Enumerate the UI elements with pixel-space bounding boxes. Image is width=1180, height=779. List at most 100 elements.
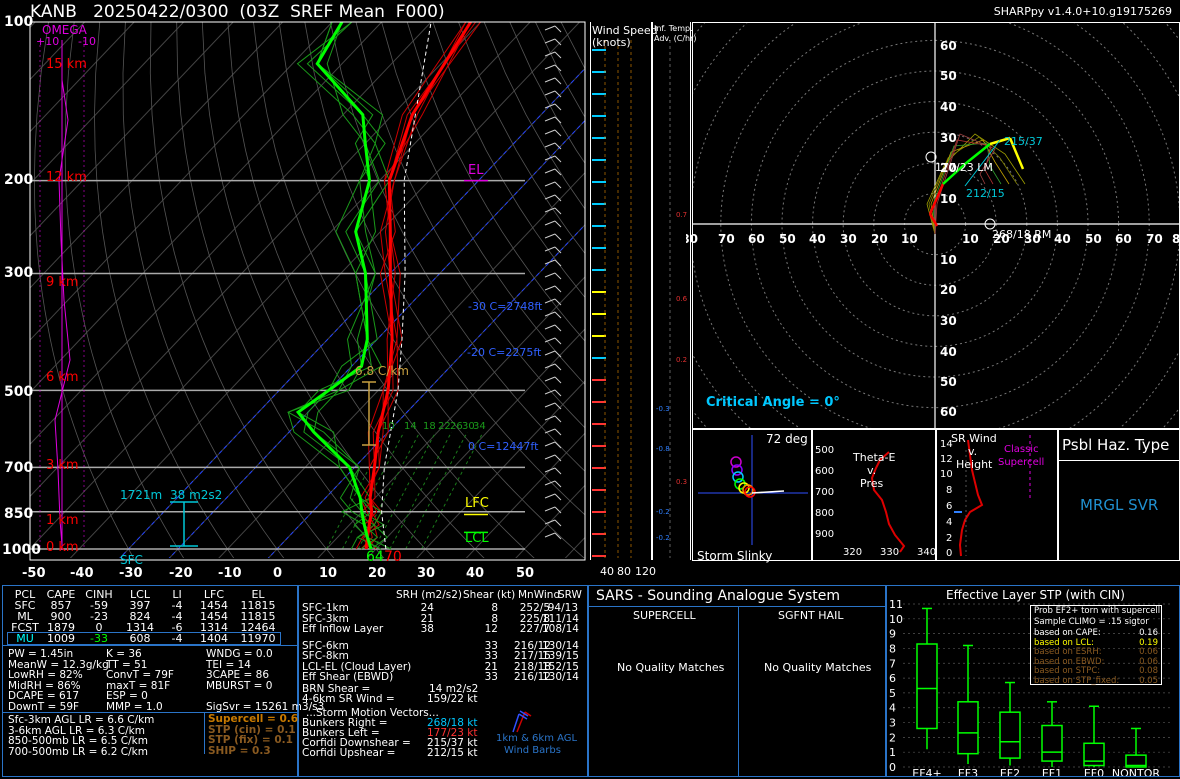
- isotherm-line: [30, 22, 482, 498]
- wind-barb-flag: [554, 116, 562, 124]
- srw-height-tick: 6: [946, 501, 953, 512]
- kinematics-cell: 218/18: [514, 660, 551, 673]
- wind-barb: [544, 428, 556, 434]
- kinematics-cell: 225/8: [519, 612, 550, 625]
- wind-barb: [544, 298, 556, 304]
- pressure-label-1000: 1000: [2, 542, 41, 558]
- kinematics-cell: SFC-1km: [302, 602, 349, 614]
- hodo-mean-line: [1008, 137, 1025, 170]
- temp-tick: 30: [417, 566, 436, 581]
- parcel-cell: 1314: [200, 621, 228, 634]
- lcl-label: LCL: [465, 531, 489, 546]
- kinematics-cell: 33: [484, 639, 498, 652]
- hodo-member-trace: [934, 133, 996, 235]
- dewpoint-member-line: [287, 22, 386, 550]
- bunkers-left-label: Bunkers Left =: [302, 727, 380, 739]
- dry-adiabat: [201, 22, 435, 558]
- index-pw: PW = 1.45in: [8, 648, 74, 660]
- parcel-cell: 1314: [126, 621, 154, 634]
- parcel-header: LI: [172, 588, 182, 601]
- kinematics-cell: 108/14: [542, 623, 579, 635]
- mixing-ratio-line: [341, 431, 405, 550]
- lapse-rate-label: 6.8 C/km: [355, 364, 409, 378]
- hodo-ring-label: 20: [940, 161, 957, 175]
- wind-barb-flag: [554, 532, 562, 540]
- kinematics-cell: 21: [420, 612, 434, 625]
- temp-tick: -10: [218, 566, 242, 581]
- hodo-mean-line: [989, 136, 1011, 146]
- critical-angle: Critical Angle = 0°: [706, 395, 840, 410]
- parcel-cell: 12464: [240, 621, 276, 634]
- lapse-rate-700500: 700-500mb LR = 6.2 C/km: [8, 745, 148, 758]
- mixing-ratio-label: 22: [438, 421, 451, 432]
- parcel-header: LCL: [130, 588, 150, 601]
- wind-barb: [544, 402, 556, 408]
- wind-barb: [544, 324, 556, 330]
- hodo-ring-label: 60: [940, 39, 957, 53]
- wind-barb-flag: [554, 337, 562, 345]
- brn-shear-value: 14 m2/s2: [429, 683, 479, 695]
- sr-wind-line: [958, 439, 984, 557]
- wind-barb-flag: [554, 454, 562, 462]
- parcel-cell: MU: [16, 632, 34, 645]
- composite-supercell: Supercell = 0.6: [208, 713, 299, 725]
- stp-legend-value: 0.08: [1139, 666, 1158, 676]
- el-label: EL: [468, 163, 484, 178]
- wind-speed-title: Wind Speed: [592, 24, 658, 37]
- wind-barb: [544, 246, 556, 252]
- bunkers-right-label: Bunkers Right =: [302, 717, 388, 729]
- index-convt: ConvT = 79F: [106, 669, 174, 681]
- hodo-ring-label: 30: [940, 131, 957, 145]
- temp-tick: 20: [368, 566, 387, 581]
- wind-barb-flag: [554, 64, 562, 72]
- highlight-isotherm: [168, 119, 585, 558]
- storm-slinky-deg: 72 deg: [766, 432, 808, 446]
- theta-e-title-pres: Pres: [860, 477, 884, 490]
- storm-motion-title: ...Storm Motion Vectors...: [306, 707, 439, 719]
- kinematics-cell: 130/14: [542, 639, 579, 652]
- parcel-cell: -4: [171, 599, 183, 612]
- corfidi-up-label: Corfidi Upshear =: [302, 747, 396, 759]
- dry-adiabat: [94, 22, 235, 558]
- hodograph-panel: [692, 22, 1180, 429]
- skewt-frame: [29, 21, 586, 561]
- wind-barb: [544, 116, 556, 122]
- srw-height-tick: 12: [940, 454, 953, 465]
- table-row[interactable]: SFC 857 -59 397 -4 1454 11815: [8, 600, 280, 611]
- mixing-ratio-line: [405, 431, 468, 550]
- kinematics-cell: 33: [484, 671, 498, 683]
- wind-barb-flag: [554, 389, 562, 397]
- wind-barb: [544, 363, 556, 369]
- wind-barb-flag: [554, 363, 562, 371]
- table-row[interactable]: FCST 1879 0 1314 -6 1314 12464: [8, 622, 280, 633]
- dry-adiabat: [122, 22, 285, 558]
- stp-box: [957, 701, 979, 755]
- brn-shear-label: BRN Shear =: [302, 683, 371, 695]
- kinematics-cell: 8: [491, 602, 498, 614]
- stp-y-tick: 1: [889, 746, 896, 759]
- table-row[interactable]: ML 900 -23 824 -4 1454 11815: [8, 611, 280, 622]
- srw-height-tick: 2: [946, 533, 953, 544]
- omega-right: -10: [78, 35, 96, 48]
- wind-barb-flag: [554, 38, 562, 46]
- dry-adiabat: [406, 22, 585, 342]
- kinematics-cell: 216/12: [514, 671, 551, 683]
- hodo-ring-label: 40: [940, 100, 957, 114]
- sfc-dewpoint-f: 70: [384, 549, 402, 565]
- stp-y-tick: 10: [889, 613, 903, 626]
- theta-e-panel: [812, 429, 936, 561]
- sr-wind-panel: [936, 429, 1058, 561]
- wind-barb: [544, 194, 556, 200]
- parcel-cell: -33: [90, 632, 108, 645]
- wind-barb-flag: [554, 285, 562, 293]
- table-row-selected[interactable]: MU 1009 -33 608 -4 1404 11970: [7, 632, 281, 645]
- index-col-1: PW = 1.45in MeanW = 12.3g/kg LowRH = 82%…: [8, 649, 109, 712]
- hodo-x-label: 70: [1146, 232, 1163, 246]
- wind-barb-flag: [554, 441, 562, 449]
- parcel-cell: 824: [129, 610, 151, 623]
- parcel-cell: 857: [50, 599, 72, 612]
- stp-legend-row: based on STP_fixed: 0.05: [1034, 676, 1158, 687]
- height-label-6km: 6 km: [46, 370, 79, 385]
- theta-x-tick: 330: [880, 547, 900, 558]
